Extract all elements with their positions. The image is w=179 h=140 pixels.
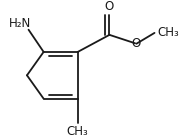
Text: O: O	[132, 37, 141, 50]
Text: CH₃: CH₃	[157, 26, 179, 39]
Text: H₂N: H₂N	[9, 17, 31, 30]
Text: CH₃: CH₃	[67, 125, 89, 138]
Text: O: O	[105, 0, 114, 13]
